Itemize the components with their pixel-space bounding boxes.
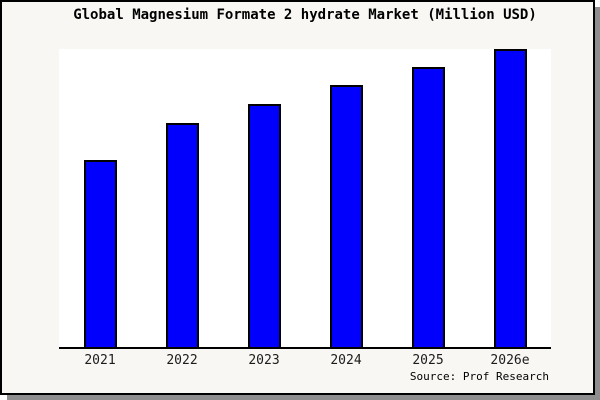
frame-shadow-right (595, 7, 600, 400)
x-axis-labels: 2021 2022 2023 2024 2025 2026e (59, 353, 551, 368)
bar-2023 (248, 104, 281, 347)
source-label: Source: Prof Research (409, 370, 549, 383)
bar-2025 (412, 67, 445, 347)
bar-2021 (84, 160, 117, 347)
bar-2026e (494, 49, 527, 347)
x-tick-label-2026e: 2026e (490, 353, 530, 368)
x-tick-label-2024: 2024 (330, 353, 362, 368)
x-tick-label-2022: 2022 (166, 353, 198, 368)
x-tick-label-2021: 2021 (84, 353, 116, 368)
x-tick-label-2025: 2025 (412, 353, 444, 368)
plot-area (59, 49, 551, 349)
x-tick-label-2023: 2023 (248, 353, 280, 368)
chart-title: Global Magnesium Formate 2 hydrate Marke… (73, 7, 537, 23)
bar-2022 (166, 123, 199, 347)
frame-shadow-bottom (7, 395, 600, 400)
bar-2024 (330, 85, 363, 347)
